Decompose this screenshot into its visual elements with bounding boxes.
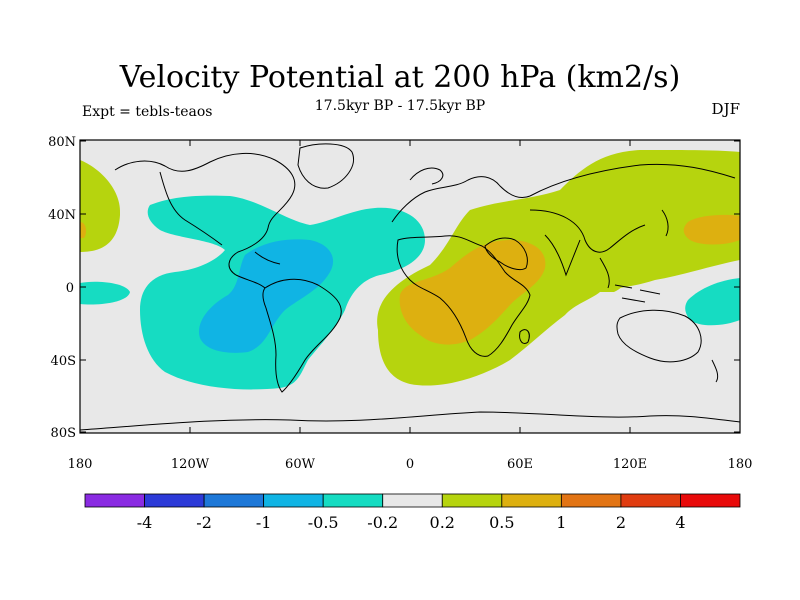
- lon-label-0: 0: [406, 457, 414, 472]
- positive-core-pacific: [683, 214, 740, 245]
- lon-ticks: [79, 140, 741, 433]
- lat-label-80s: 80S: [51, 426, 76, 441]
- lon-label-120e: 120E: [613, 457, 647, 472]
- colorbar: -4 -2 -1 -0.5 -0.2 0.2 0.5 1 2 4: [84, 493, 741, 532]
- lon-label-60e: 60E: [507, 457, 533, 472]
- colorbar-label: 0.2: [430, 513, 455, 532]
- colorbar-label: -2: [196, 513, 212, 532]
- colorbar-swatch: [203, 493, 265, 508]
- lon-label-180e: 180: [728, 457, 753, 472]
- colorbar-swatch: [84, 493, 145, 508]
- positive-region-west-edge: [80, 160, 121, 252]
- map-subtitle: 17.5kyr BP - 17.5kyr BP: [314, 98, 486, 114]
- negative-core-south-america: [199, 239, 334, 353]
- lat-label-80n: 80N: [48, 135, 76, 150]
- colorbar-swatch: [322, 493, 384, 508]
- colorbar-swatch: [680, 493, 741, 508]
- lat-label-40s: 40S: [51, 354, 76, 369]
- colorbar-label: 2: [616, 513, 626, 532]
- positive-core-africa: [399, 240, 546, 345]
- lat-label-0: 0: [66, 281, 74, 296]
- colorbar-swatch: [441, 493, 503, 508]
- negative-region-west-pacific: [80, 281, 130, 305]
- colorbar-swatch: [560, 493, 622, 508]
- colorbar-swatch: [263, 493, 324, 508]
- experiment-label: Expt = tebls-teaos: [82, 104, 213, 120]
- positive-core-west-edge: [80, 222, 87, 238]
- lat-label-40n: 40N: [48, 208, 76, 223]
- colorbar-swatch: [382, 493, 443, 508]
- season-label: DJF: [711, 100, 740, 118]
- lon-label-120w: 120W: [171, 457, 210, 472]
- map-title: Velocity Potential at 200 hPa (km2/s): [119, 60, 681, 95]
- coastlines: [79, 143, 741, 431]
- colorbar-label: 4: [675, 513, 685, 532]
- colorbar-swatch: [501, 493, 562, 508]
- colorbar-label: -4: [137, 513, 153, 532]
- negative-region-east-pacific: [685, 278, 740, 326]
- colorbar-label: 0.5: [489, 513, 514, 532]
- colorbar-label: -1: [256, 513, 272, 532]
- lat-ticks: [80, 140, 740, 433]
- colorbar-swatch: [144, 493, 205, 508]
- lon-label-60w: 60W: [285, 457, 316, 472]
- positive-region-east-asia: [600, 264, 627, 292]
- colorbar-label: -0.2: [367, 513, 398, 532]
- colorbar-swatch: [620, 493, 681, 508]
- colorbar-label: 1: [556, 513, 566, 532]
- lon-label-180w: 180: [68, 457, 93, 472]
- colorbar-label: -0.5: [308, 513, 339, 532]
